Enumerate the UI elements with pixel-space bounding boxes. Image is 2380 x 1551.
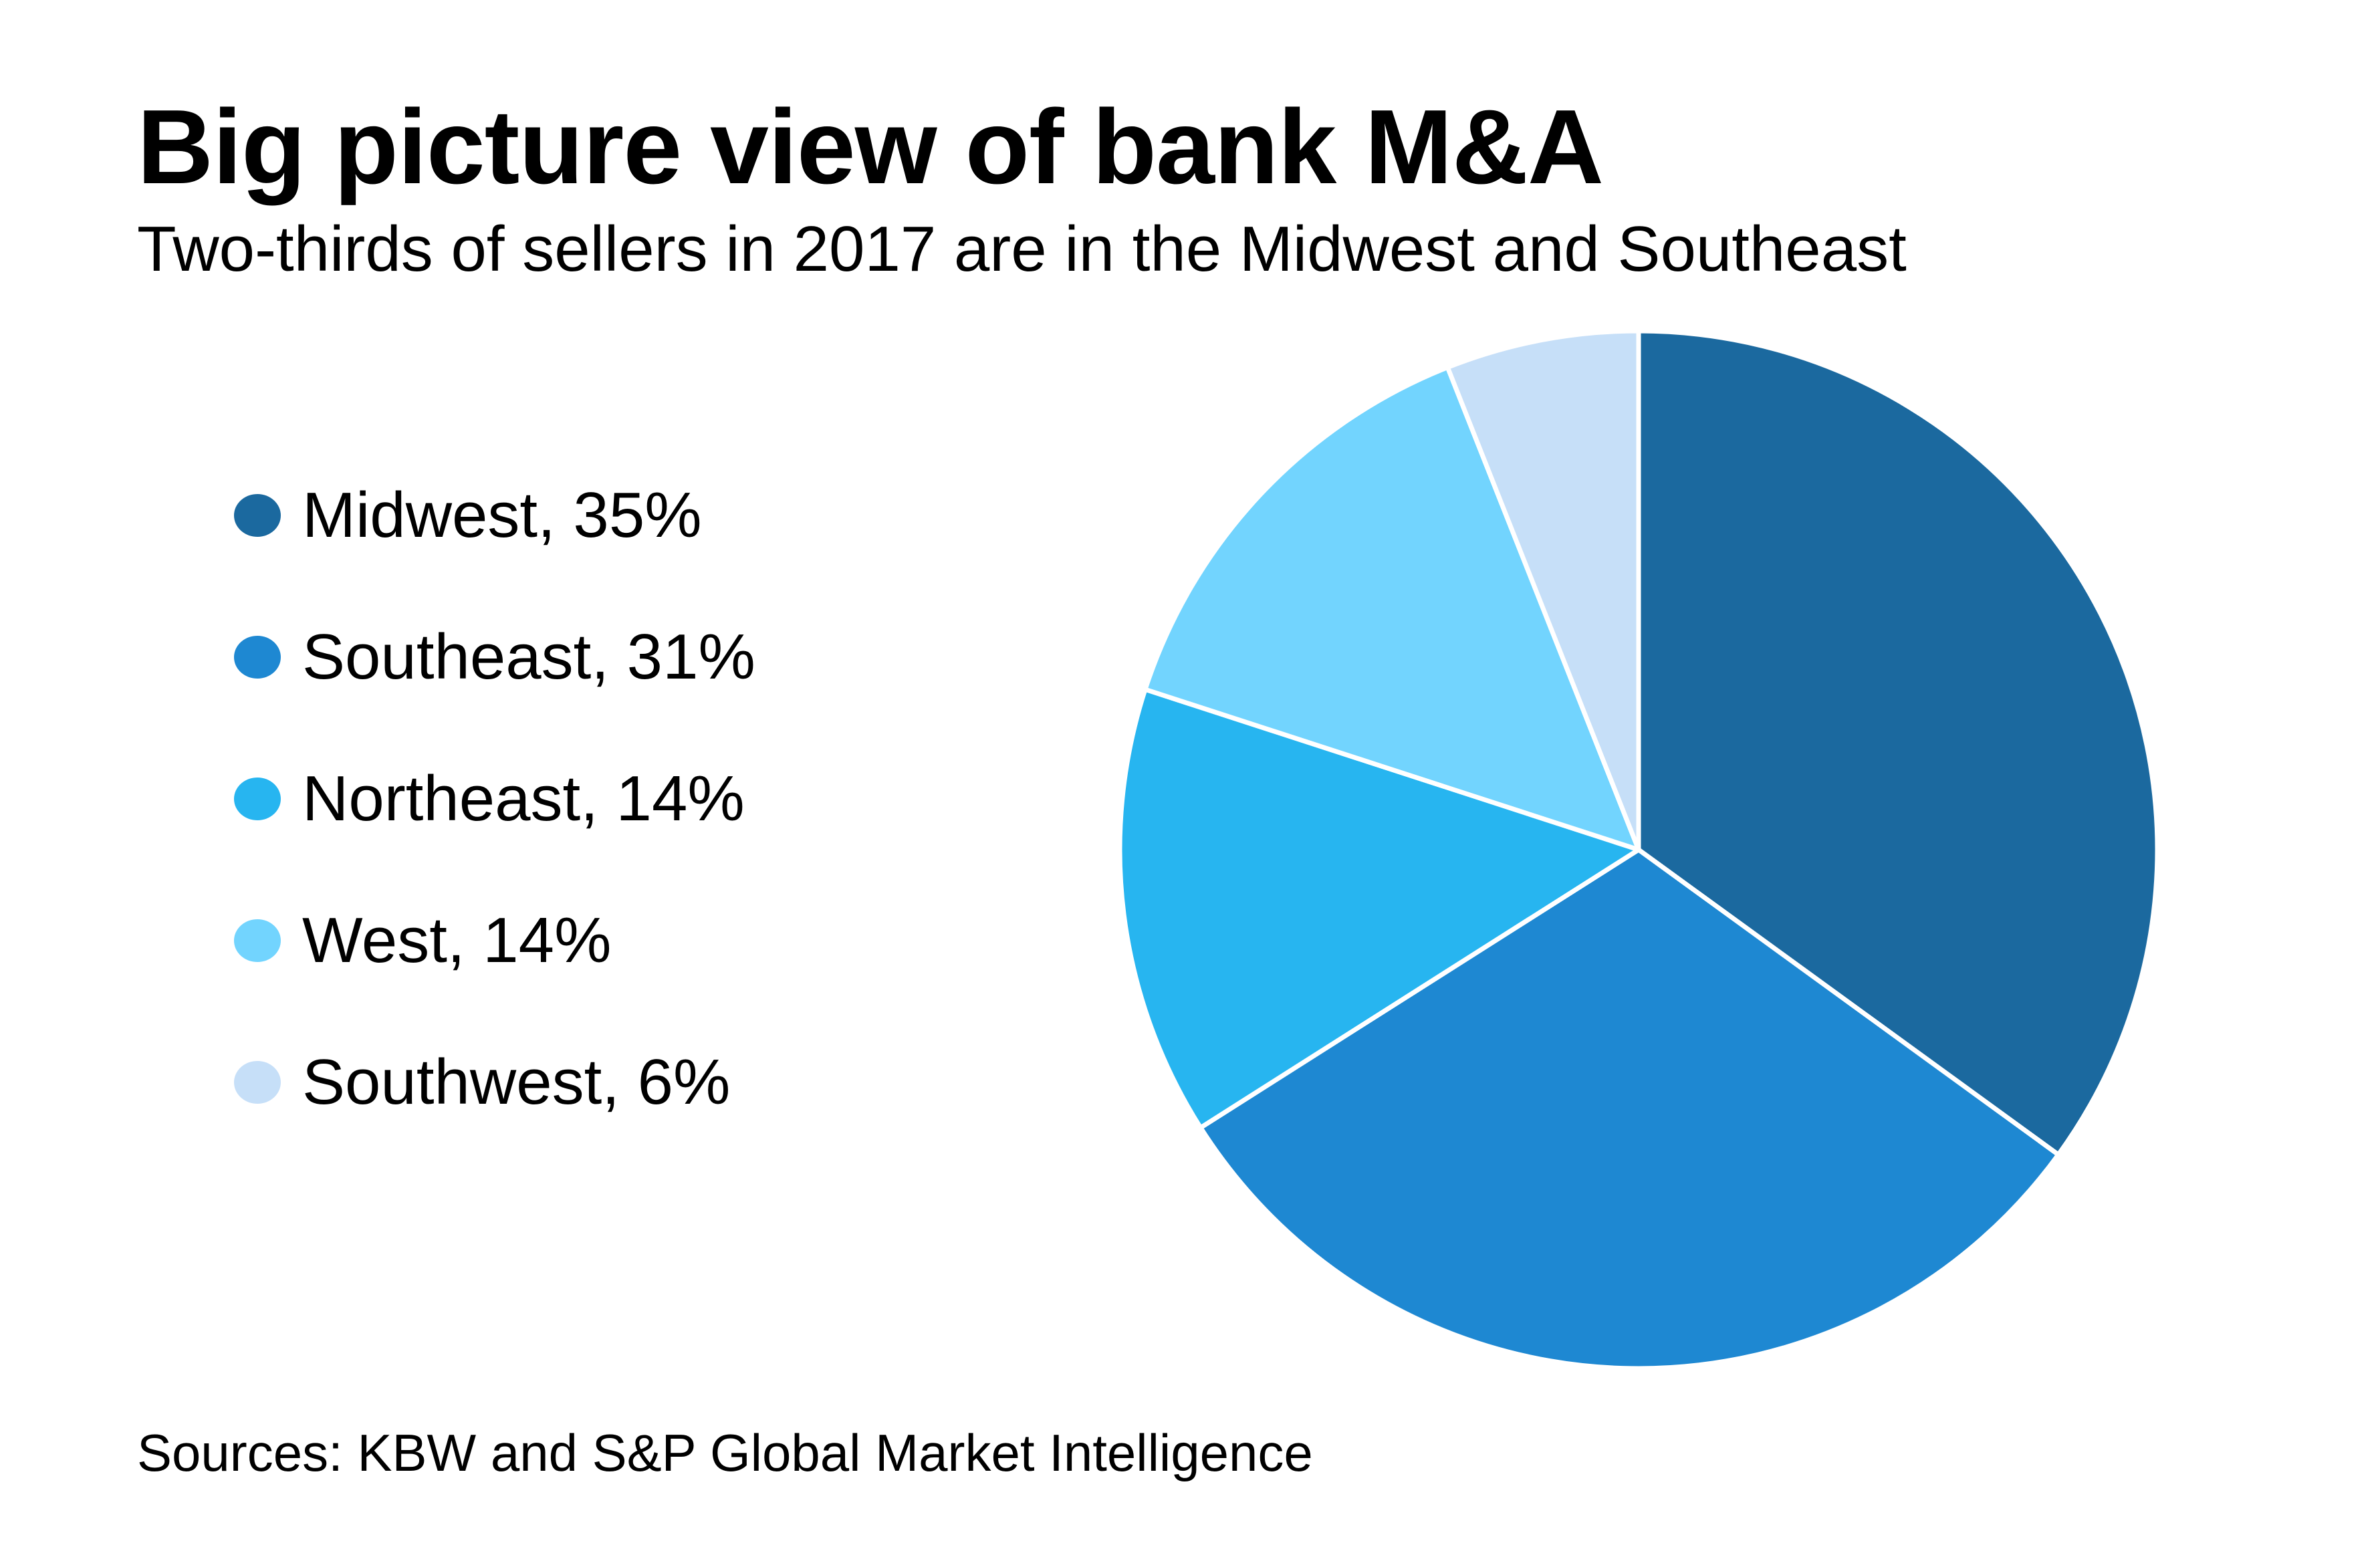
legend-item-southeast: Southeast, 31% [234, 586, 755, 728]
legend-item-midwest: Midwest, 35% [234, 445, 755, 586]
legend: Midwest, 35% Southeast, 31% Northeast, 1… [234, 445, 755, 1153]
legend-swatch [234, 1061, 281, 1104]
legend-item-west: West, 14% [234, 870, 755, 1011]
legend-label: Southeast, 31% [302, 621, 755, 693]
legend-swatch [234, 778, 281, 820]
legend-swatch [234, 494, 281, 537]
pie-slice-southwest [1445, 328, 1641, 852]
pie-slice-midwest [1636, 328, 2160, 1157]
legend-label: Northeast, 14% [302, 763, 745, 834]
legend-label: Midwest, 35% [302, 479, 702, 551]
pie-slice-southeast [1198, 847, 2061, 1371]
pie-slice-west [1143, 364, 1641, 852]
chart-title: Big picture view of bank M&A [137, 88, 1604, 206]
legend-label: West, 14% [302, 905, 612, 976]
chart-subtitle: Two-thirds of sellers in 2017 are in the… [137, 213, 1907, 285]
legend-swatch [234, 919, 281, 962]
source-note: Sources: KBW and S&P Global Market Intel… [137, 1423, 1313, 1482]
pie-slice-northeast [1117, 687, 1641, 1130]
legend-label: Southwest, 6% [302, 1046, 731, 1118]
legend-swatch [234, 636, 281, 679]
legend-item-northeast: Northeast, 14% [234, 728, 755, 870]
legend-item-southwest: Southwest, 6% [234, 1011, 755, 1153]
